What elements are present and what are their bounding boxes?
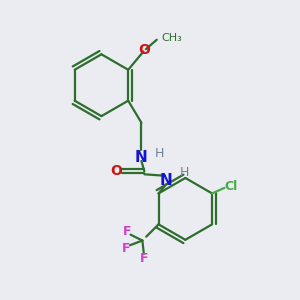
Text: F: F [122, 225, 131, 238]
Text: CH₃: CH₃ [161, 33, 182, 43]
Text: O: O [110, 164, 122, 178]
Text: Cl: Cl [225, 180, 238, 193]
Text: H: H [179, 166, 189, 179]
Text: H: H [154, 147, 164, 160]
Text: O: O [138, 43, 150, 57]
Text: N: N [160, 173, 173, 188]
Text: F: F [140, 252, 148, 265]
Text: F: F [122, 242, 130, 255]
Text: N: N [135, 150, 148, 165]
